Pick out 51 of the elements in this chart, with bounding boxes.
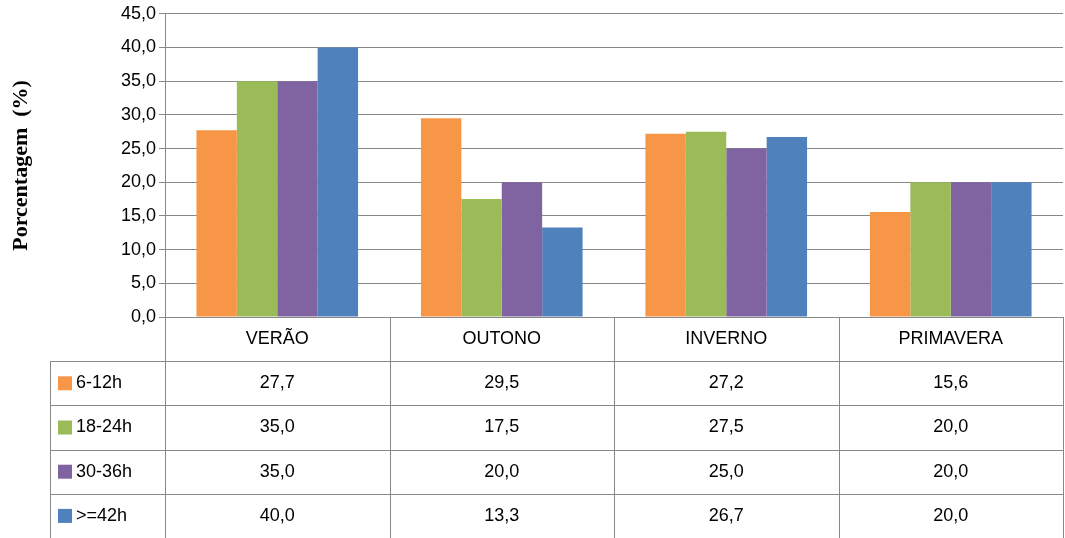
bar <box>420 118 462 317</box>
y-axis-title: Porcentagem (%) <box>6 80 32 251</box>
bar <box>501 182 543 317</box>
x-tick-label: INVERNO <box>685 328 768 349</box>
x-tick-label: VERÃO <box>245 327 309 349</box>
legend-label: 18-24h <box>76 416 133 437</box>
bar <box>196 130 237 317</box>
data-label: 35,0 <box>259 460 295 481</box>
bar <box>910 182 951 317</box>
y-tick-label: 45,0 <box>120 2 156 23</box>
y-tick-label: 40,0 <box>120 36 156 57</box>
bar <box>950 182 992 317</box>
bar <box>317 47 359 317</box>
data-label: 20,0 <box>484 460 520 481</box>
bar <box>236 81 278 317</box>
bar <box>461 199 502 317</box>
y-tick-label: 5,0 <box>130 272 156 293</box>
data-label: 27,7 <box>259 372 295 393</box>
data-label: 29,5 <box>484 372 520 393</box>
data-label: 35,0 <box>259 416 295 437</box>
data-label: 26,7 <box>708 504 744 525</box>
y-tick-label: 30,0 <box>120 103 156 124</box>
bar <box>726 148 767 317</box>
bar <box>685 131 727 317</box>
data-label: 20,0 <box>933 504 969 525</box>
data-label: 17,5 <box>484 416 520 437</box>
bar <box>542 227 583 317</box>
legend-label: 30-36h <box>76 460 133 481</box>
legend-label: 6-12h <box>76 372 123 393</box>
y-tick-label: 35,0 <box>120 70 156 91</box>
y-tick-label: 10,0 <box>120 238 156 259</box>
bar <box>277 81 318 317</box>
y-tick-label: 15,0 <box>120 204 156 225</box>
data-label: 25,0 <box>708 460 744 481</box>
legend-label: >=42h <box>76 504 128 525</box>
y-tick-label: 20,0 <box>120 171 156 192</box>
data-label: 27,2 <box>708 372 744 393</box>
bar <box>991 182 1032 317</box>
bar <box>869 211 911 317</box>
data-label: 13,3 <box>484 504 520 525</box>
data-label: 15,6 <box>933 372 969 393</box>
data-label: 20,0 <box>933 460 969 481</box>
x-tick-label: PRIMAVERA <box>898 328 1004 349</box>
data-label: 27,5 <box>708 416 744 437</box>
bar <box>766 137 808 317</box>
bar <box>645 133 686 317</box>
y-tick-label: 25,0 <box>120 137 156 158</box>
data-label: 40,0 <box>259 504 295 525</box>
x-tick-label: OUTONO <box>462 328 542 349</box>
y-tick-label: 0,0 <box>130 305 156 326</box>
data-label: 20,0 <box>933 416 969 437</box>
